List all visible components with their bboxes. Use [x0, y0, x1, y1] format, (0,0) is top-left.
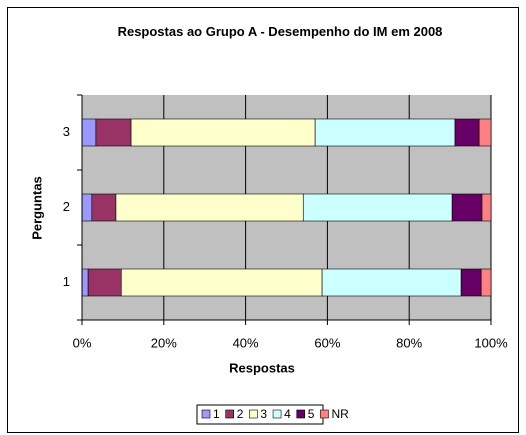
legend-swatch: [201, 409, 211, 419]
y-tick-label: 1: [63, 274, 70, 289]
y-tick-label: 2: [63, 199, 70, 214]
legend-label: 1: [213, 407, 220, 421]
legend-swatch: [320, 409, 329, 419]
x-axis-label: Respostas: [229, 360, 295, 375]
bar-segment: [460, 268, 482, 297]
x-tick-label: 40%: [233, 335, 259, 350]
x-tick-label: 0%: [73, 335, 92, 350]
bar-segment: [302, 193, 453, 222]
legend-label: 3: [260, 407, 267, 421]
bar-segment: [120, 268, 323, 297]
bar-segment: [478, 118, 492, 147]
bar-segment: [81, 193, 93, 222]
legend-label: NR: [331, 407, 349, 421]
bar-segment: [87, 268, 122, 297]
bar-segment: [480, 268, 492, 297]
x-tick-label: 20%: [151, 335, 177, 350]
bar-segment: [81, 268, 89, 297]
legend-label: 4: [284, 407, 291, 421]
bar-segment: [314, 118, 456, 147]
legend-swatch: [225, 409, 234, 419]
legend-label: 5: [308, 407, 315, 421]
bar-segment: [130, 118, 316, 147]
y-tick-label: 3: [63, 124, 70, 139]
bar-segment: [451, 193, 483, 222]
x-tick-label: 100%: [474, 335, 508, 350]
legend-swatch: [296, 409, 306, 419]
bar-segment: [115, 193, 304, 222]
x-tick-label: 60%: [314, 335, 340, 350]
y-axis-label: Perguntas: [29, 176, 44, 240]
legend-swatch: [249, 409, 258, 419]
bar-segment: [454, 118, 480, 147]
bar-segment: [95, 118, 132, 147]
bar-segment: [91, 193, 117, 222]
bar-segment: [321, 268, 462, 297]
bar-segment: [81, 118, 97, 147]
x-tick-label: 80%: [396, 335, 422, 350]
bar-segment: [481, 193, 492, 222]
legend-swatch: [272, 409, 282, 419]
legend-label: 2: [237, 407, 244, 421]
chart-title: Respostas ao Grupo A - Desempenho do IM …: [117, 24, 443, 39]
